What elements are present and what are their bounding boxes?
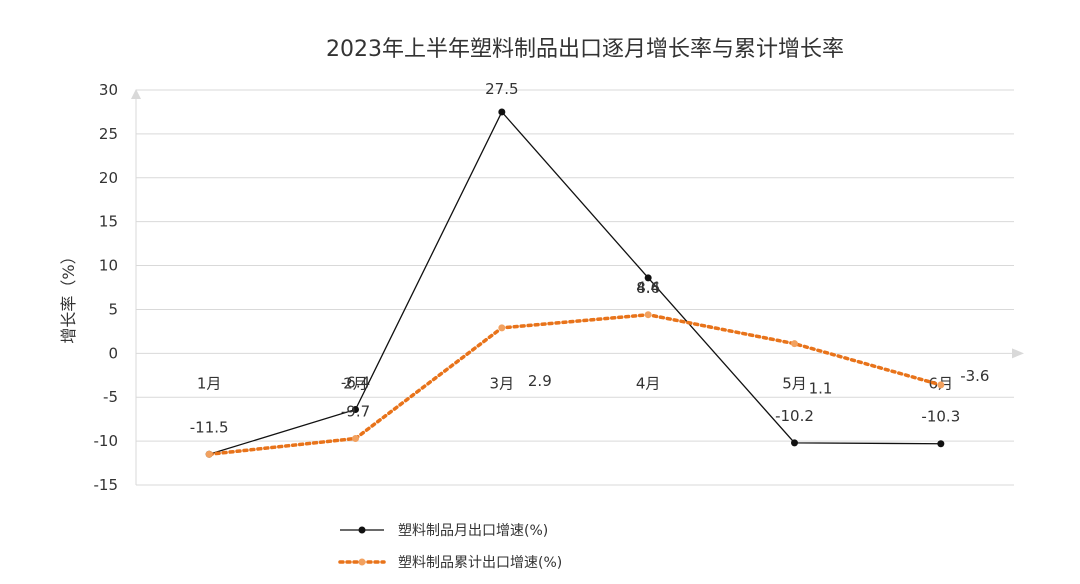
data-point bbox=[791, 340, 798, 348]
series-line bbox=[207, 312, 943, 457]
data-point bbox=[644, 311, 652, 319]
data-label: -9.7 bbox=[341, 402, 370, 420]
data-label: -3.6 bbox=[960, 367, 989, 385]
y-axis-label: 增长率（%） bbox=[59, 248, 78, 343]
x-tick-label: 4月 bbox=[636, 374, 661, 392]
data-label: 4.4 bbox=[636, 279, 660, 297]
data-point bbox=[937, 440, 945, 448]
data-label: -6.4 bbox=[341, 374, 370, 392]
y-tick-label: 20 bbox=[99, 169, 118, 187]
series-group bbox=[205, 108, 945, 458]
legend: 塑料制品月出口增速(%) 塑料制品累计出口增速(%) bbox=[338, 523, 562, 571]
legend-entry: 塑料制品累计出口增速(%) bbox=[398, 555, 562, 571]
x-tick-label: 3月 bbox=[490, 374, 515, 392]
x-tick-label: 1月 bbox=[197, 374, 222, 392]
y-tick-label: -10 bbox=[94, 432, 119, 450]
y-tick-label: 5 bbox=[108, 300, 118, 318]
legend-swatch-marker bbox=[358, 526, 366, 534]
data-point bbox=[791, 439, 798, 447]
y-tick-label: -5 bbox=[103, 388, 118, 406]
y-tick-label: 15 bbox=[99, 213, 118, 231]
x-tick-labels: 1月2月3月4月5月6月 bbox=[197, 374, 953, 392]
data-label: -10.3 bbox=[921, 408, 960, 426]
y-tick-label: 30 bbox=[99, 81, 118, 99]
data-label: -11.5 bbox=[190, 418, 229, 436]
data-point bbox=[352, 406, 359, 414]
y-tick-labels: 30 25 20 15 10 5 0 -5 -10 -15 bbox=[94, 81, 119, 494]
x-tick-label: 5月 bbox=[782, 374, 807, 392]
y-axis-arrow bbox=[131, 89, 141, 99]
data-label: 2.9 bbox=[528, 372, 552, 390]
data-point bbox=[937, 381, 945, 389]
x-tick-label: 2月 bbox=[343, 374, 368, 392]
y-tick-label: -15 bbox=[94, 476, 119, 494]
x-axis-arrow bbox=[1012, 348, 1024, 359]
data-label: -10.2 bbox=[775, 407, 814, 425]
data-point bbox=[205, 450, 213, 458]
data-point bbox=[498, 324, 506, 332]
data-point bbox=[352, 434, 359, 442]
y-tick-label: 10 bbox=[99, 257, 118, 275]
axes bbox=[131, 89, 1024, 485]
data-label: 27.5 bbox=[485, 80, 518, 98]
chart-title: 2023年上半年塑料制品出口逐月增长率与累计增长率 bbox=[326, 37, 844, 62]
legend-entry: 塑料制品月出口增速(%) bbox=[398, 523, 548, 539]
data-labels: -11.5 -6.4 27.5 8.6 -10.2 -10.3 -9.7 2.9 4.4 1.1 -… bbox=[190, 80, 990, 436]
series-line bbox=[208, 110, 941, 455]
y-tick-label: 25 bbox=[99, 125, 118, 143]
data-label: 1.1 bbox=[809, 380, 833, 398]
data-point bbox=[498, 108, 506, 116]
gridlines bbox=[136, 89, 1014, 486]
y-tick-label: 0 bbox=[108, 344, 118, 362]
data-point bbox=[644, 274, 652, 282]
data-label: 8.6 bbox=[636, 279, 660, 297]
legend-swatch-marker bbox=[358, 558, 366, 566]
